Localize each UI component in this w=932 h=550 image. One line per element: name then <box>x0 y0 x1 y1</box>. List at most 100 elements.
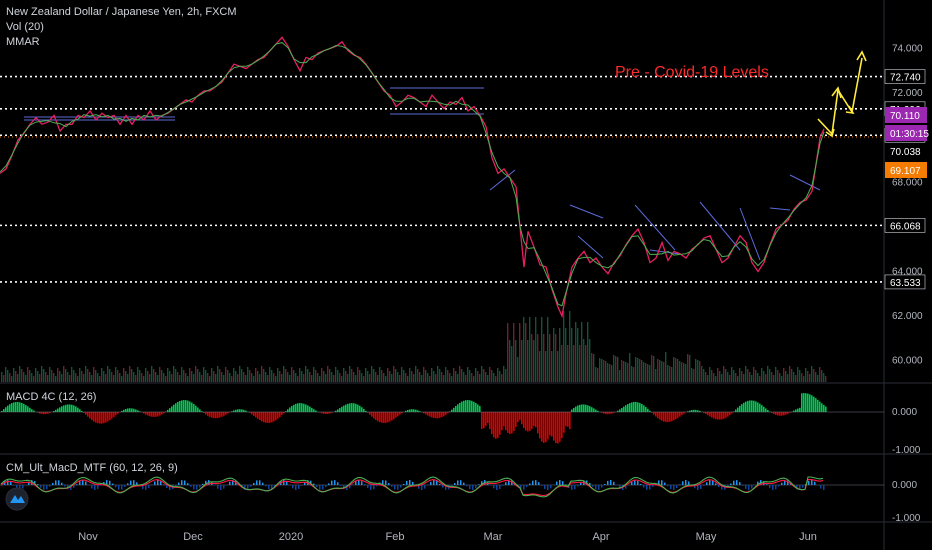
cm-hist-bar <box>121 485 123 490</box>
macd-bar <box>821 403 823 412</box>
volume-bar <box>475 368 477 382</box>
volume-bar <box>517 357 519 382</box>
macd-bar <box>19 402 21 412</box>
volume-bar <box>337 370 339 382</box>
volume-bar <box>687 354 689 382</box>
volume-bar <box>703 369 705 382</box>
volume-bar <box>469 370 471 382</box>
macd-bar <box>683 412 685 414</box>
macd-bar <box>257 412 259 419</box>
volume-bar <box>425 370 427 382</box>
macd-bar <box>259 412 261 421</box>
cm-hist-bar <box>574 485 576 490</box>
volume-bar <box>87 369 89 382</box>
macd-bar <box>149 412 151 417</box>
volume-bar <box>277 368 279 382</box>
volume-bar <box>441 372 443 382</box>
macd-bar <box>309 406 311 412</box>
volume-bar <box>789 366 791 382</box>
cm-hist-bar <box>373 485 375 490</box>
volume-bar <box>131 369 133 382</box>
macd-bar <box>711 412 713 418</box>
logo-icon[interactable] <box>5 487 29 511</box>
macd-bar <box>779 412 781 416</box>
volume-bar <box>603 360 605 382</box>
cm-hist-bar <box>394 485 396 490</box>
macd-bar <box>13 402 15 412</box>
macd-bar <box>703 412 705 413</box>
macd-bar <box>335 410 337 412</box>
cm-hist-bar <box>631 481 633 485</box>
cm-hist-bar <box>820 485 822 489</box>
volume-bar <box>601 359 603 382</box>
cm-hist-bar <box>481 481 483 485</box>
cm-hist-bar <box>118 485 120 490</box>
macd-bar <box>577 405 579 412</box>
cm-hist-bar <box>232 480 234 485</box>
macd-bar <box>725 412 727 418</box>
volume-bar <box>519 323 521 382</box>
volume-bar <box>33 376 35 382</box>
cm-hist-bar <box>619 485 621 489</box>
pattern-drawings[interactable] <box>24 87 821 261</box>
volume-bar <box>813 369 815 382</box>
volume-bar <box>261 366 263 382</box>
trendline <box>569 204 604 219</box>
macd-bar <box>545 412 547 443</box>
macd-bar <box>203 412 205 413</box>
volume-bar <box>27 367 29 382</box>
macd-bar <box>749 400 751 412</box>
macd-bar <box>67 404 69 412</box>
cm-hist-bar <box>322 485 324 490</box>
macd-bar <box>143 412 145 414</box>
volume-bar <box>91 375 93 382</box>
volume-bar <box>287 372 289 382</box>
cm-hist-bar <box>823 485 825 490</box>
price-tags: 70.110 01:30:15 70.038 69.107 <box>885 107 929 178</box>
cm-hist-bar <box>265 485 267 487</box>
macd-bar <box>671 412 673 422</box>
macd-bar <box>479 406 481 412</box>
volume-bar <box>113 375 115 382</box>
volume-bar <box>149 374 151 382</box>
cm-hist-bar <box>157 480 159 485</box>
volume-bar <box>695 359 697 382</box>
macd-bar <box>425 412 427 415</box>
macd-bar <box>451 409 453 412</box>
macd-bar <box>763 406 765 412</box>
volume-bar <box>591 353 593 382</box>
macd-bar <box>159 412 161 416</box>
macd-bar <box>331 412 333 413</box>
volume-bar <box>267 375 269 382</box>
volume-bar <box>753 367 755 382</box>
cm-hist-bar <box>604 483 606 485</box>
volume-bar <box>569 311 571 382</box>
volume-bar <box>259 374 261 382</box>
macd-bar <box>383 412 385 423</box>
macd-tick-label: -1.000 <box>892 445 921 456</box>
macd-bar <box>447 412 449 414</box>
macd-bar <box>637 402 639 412</box>
volume-bar <box>545 351 547 382</box>
macd-bar <box>689 410 691 412</box>
volume-bar <box>567 345 569 382</box>
cm-hist-bar <box>472 485 474 490</box>
covid-annotation[interactable]: Pre - Covid-19 Levels <box>615 64 769 81</box>
macd-bar <box>325 412 327 414</box>
macd-bar <box>77 407 79 412</box>
macd-bar <box>311 407 313 412</box>
macd-bar <box>731 412 733 414</box>
volume-bar <box>155 372 157 382</box>
macd-bar <box>287 409 289 412</box>
volume-bar <box>251 373 253 382</box>
time-axis[interactable]: Nov Dec 2020 Feb Mar Apr May Jun <box>78 531 817 543</box>
volume-bar <box>395 369 397 382</box>
cm-hist-bar <box>247 485 249 490</box>
projection-arrows[interactable] <box>817 50 867 138</box>
macd-bar <box>475 403 477 412</box>
horizontal-levels[interactable] <box>0 75 884 283</box>
macd-bar <box>343 405 345 412</box>
volume-bar <box>799 370 801 382</box>
macd-bar <box>485 412 487 426</box>
